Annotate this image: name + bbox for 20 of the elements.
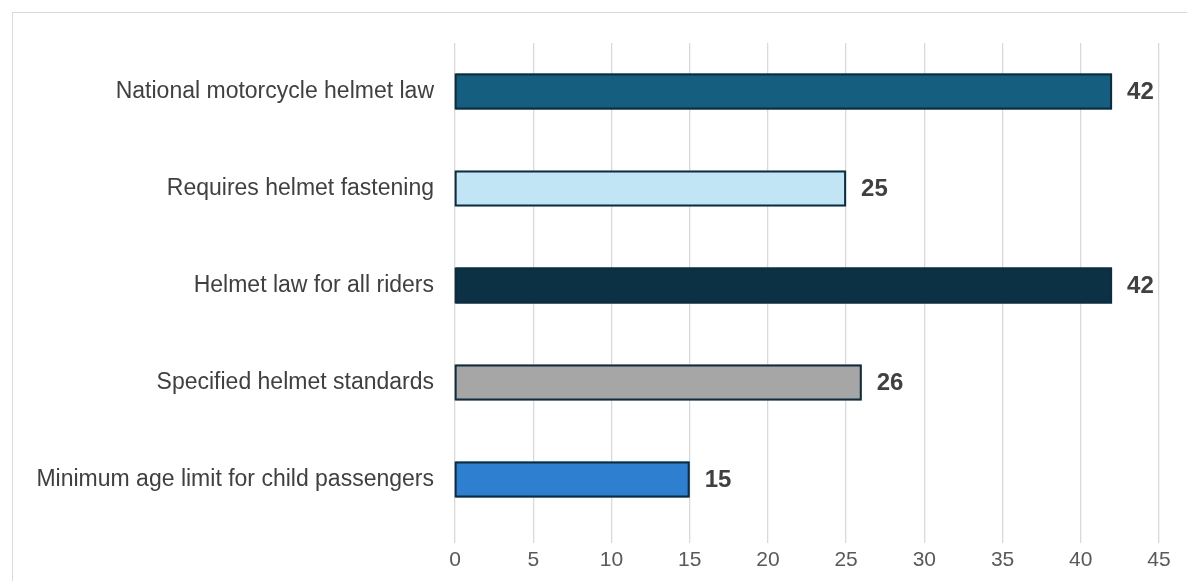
x-tick-label: 15 (677, 547, 702, 571)
x-tick-label: 35 (990, 547, 1015, 571)
x-tick-label: 30 (912, 547, 937, 571)
y-tick-label: Specified helmet standards (156, 367, 434, 394)
y-tick-label: National motorcycle helmet law (115, 76, 435, 103)
x-tick-label: 25 (834, 547, 858, 571)
x-tick-label: 10 (599, 547, 624, 571)
x-tick-label: 0 (449, 547, 461, 571)
x-tick-label: 45 (1147, 547, 1171, 571)
x-tick-label: 5 (527, 547, 540, 571)
x-tick-label: 40 (1069, 547, 1093, 571)
data-label: 25 (861, 174, 888, 202)
data-label: 42 (1127, 271, 1154, 299)
x-tick-label: 20 (756, 547, 780, 571)
y-tick-label: Requires helmet fastening (166, 173, 434, 200)
data-label: 26 (876, 368, 904, 396)
y-tick-label: Minimum age limit for child passengers (36, 464, 434, 491)
y-tick-label: Helmet law for all riders (193, 270, 434, 297)
data-label: 15 (704, 465, 732, 493)
data-label: 42 (1127, 77, 1154, 105)
